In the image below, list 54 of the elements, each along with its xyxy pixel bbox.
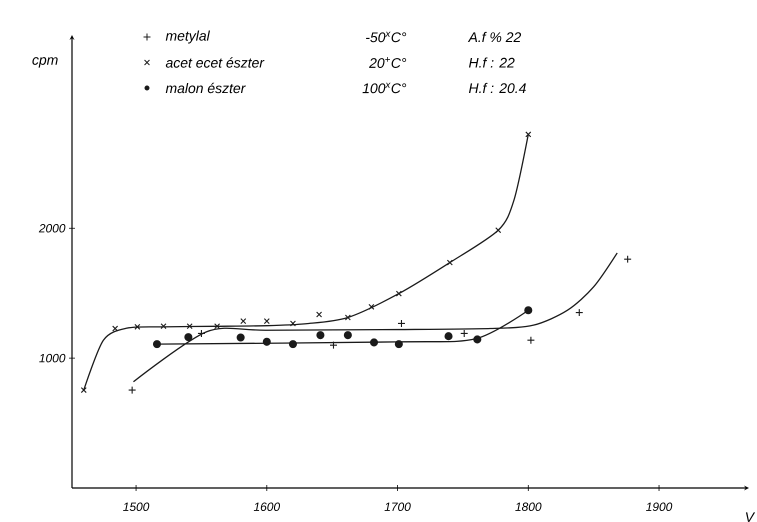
point (316, 311, 322, 318)
x-tick-label: 1900 (646, 502, 672, 511)
y-axis-title: cpm (32, 57, 58, 68)
point (575, 308, 584, 317)
annotation: -50$^{x}$C° (366, 32, 406, 42)
x-tick-label: 1600 (254, 502, 280, 511)
point (152, 340, 162, 348)
point (134, 324, 140, 330)
point (397, 319, 406, 328)
point (624, 255, 632, 264)
annotation: 20$^{+}$C° (369, 57, 406, 68)
point (262, 338, 271, 346)
point (368, 304, 374, 310)
point (444, 332, 453, 340)
point (236, 333, 245, 342)
point (264, 318, 270, 324)
point (525, 131, 532, 138)
point (290, 320, 296, 326)
annotation: A.f % 22 (468, 32, 522, 42)
y-tick-label: 1000 (39, 354, 66, 362)
point (473, 335, 482, 344)
annotation: H.f : 22 (468, 57, 515, 68)
legend-label: metylal (166, 30, 210, 44)
point (370, 338, 378, 346)
annotation: H.f : 20.4 (468, 82, 526, 94)
point (128, 386, 136, 394)
point (316, 331, 324, 340)
point (214, 323, 220, 330)
point (495, 227, 502, 234)
point (344, 314, 351, 321)
point (184, 333, 192, 342)
legend-label: acet ecet észter (166, 57, 264, 68)
point (394, 340, 403, 348)
point (329, 341, 338, 350)
point (396, 290, 402, 297)
point (197, 329, 206, 338)
point (344, 331, 352, 340)
y-tick-label: 2000 (38, 224, 66, 233)
point (186, 323, 193, 330)
x-axis-title: V (746, 512, 756, 522)
x-tick-label: 1700 (384, 502, 411, 511)
point (446, 260, 453, 266)
x-tick-label: 1800 (515, 502, 542, 511)
point (160, 323, 167, 330)
point (524, 306, 532, 314)
point (112, 326, 118, 332)
point (80, 387, 87, 394)
x-tick-label: 1500 (123, 502, 150, 511)
legend-label: malon észter (166, 82, 246, 94)
point (288, 340, 297, 348)
point (526, 336, 535, 344)
point (460, 329, 468, 338)
annotation: 100$^{x}$C° (362, 82, 406, 94)
point (240, 318, 246, 324)
